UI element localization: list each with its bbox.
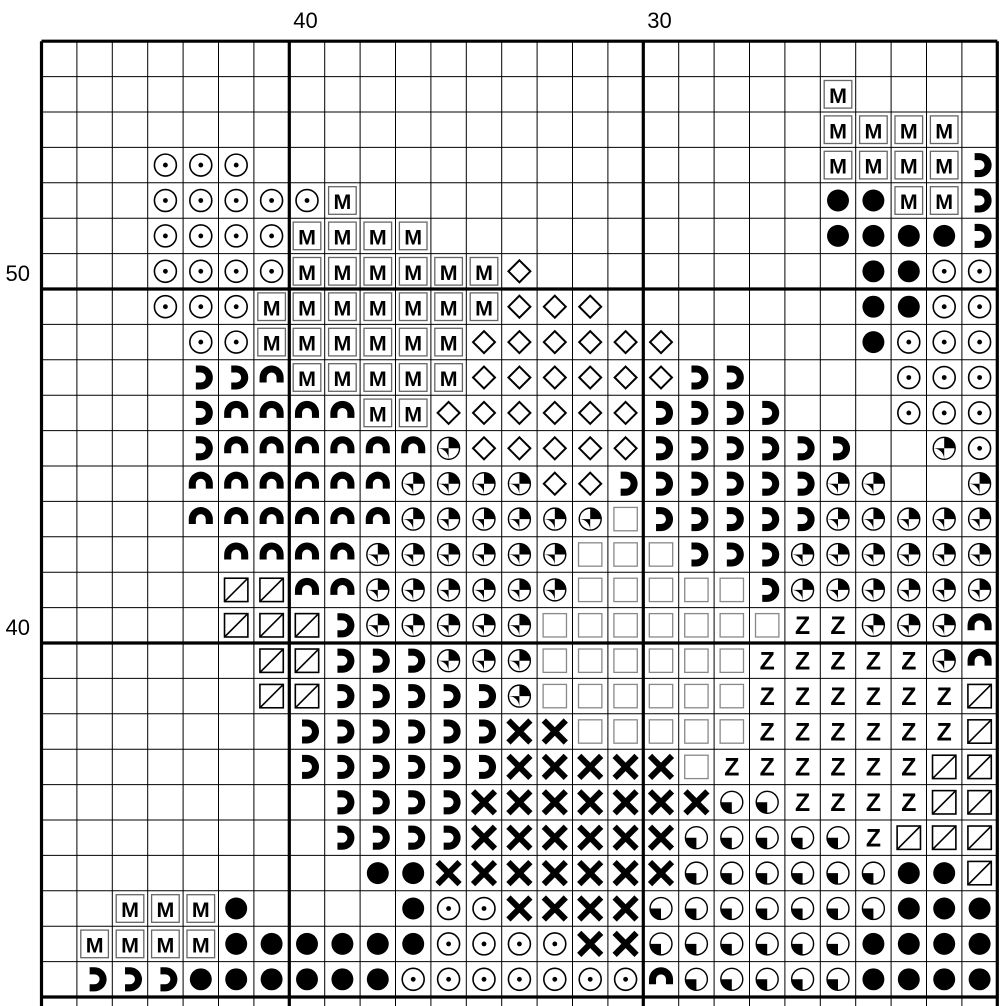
svg-text:30: 30 <box>647 8 671 33</box>
svg-text:Z: Z <box>866 790 881 817</box>
svg-text:M: M <box>900 190 918 214</box>
svg-text:Z: Z <box>830 613 845 640</box>
svg-text:M: M <box>156 933 174 957</box>
svg-text:M: M <box>829 119 847 143</box>
svg-text:Z: Z <box>760 755 775 782</box>
svg-text:Z: Z <box>830 719 845 746</box>
svg-text:M: M <box>440 296 458 320</box>
svg-text:Z: Z <box>830 648 845 675</box>
svg-text:Z: Z <box>795 719 810 746</box>
svg-text:M: M <box>121 933 139 957</box>
svg-text:M: M <box>333 296 351 320</box>
svg-text:Z: Z <box>795 790 810 817</box>
svg-text:M: M <box>935 190 953 214</box>
svg-text:M: M <box>475 296 493 320</box>
svg-text:Z: Z <box>760 648 775 675</box>
svg-text:Z: Z <box>937 684 952 711</box>
svg-text:M: M <box>900 119 918 143</box>
svg-text:Z: Z <box>901 684 916 711</box>
svg-text:Z: Z <box>866 648 881 675</box>
svg-text:M: M <box>333 190 351 214</box>
svg-text:40: 40 <box>6 615 30 640</box>
svg-text:Z: Z <box>760 684 775 711</box>
svg-text:M: M <box>440 261 458 285</box>
svg-text:M: M <box>369 261 387 285</box>
svg-text:Z: Z <box>901 719 916 746</box>
svg-text:M: M <box>404 402 422 426</box>
svg-text:Z: Z <box>795 684 810 711</box>
svg-text:M: M <box>404 261 422 285</box>
svg-text:M: M <box>333 332 351 356</box>
svg-text:Z: Z <box>724 755 739 782</box>
svg-text:Z: Z <box>830 755 845 782</box>
svg-text:M: M <box>829 155 847 179</box>
svg-text:M: M <box>369 332 387 356</box>
svg-text:M: M <box>298 261 316 285</box>
svg-text:Z: Z <box>866 825 881 852</box>
svg-text:M: M <box>298 332 316 356</box>
svg-text:M: M <box>369 296 387 320</box>
svg-text:M: M <box>829 84 847 108</box>
svg-text:Z: Z <box>901 648 916 675</box>
svg-text:M: M <box>369 402 387 426</box>
svg-text:M: M <box>333 261 351 285</box>
svg-text:M: M <box>440 367 458 391</box>
svg-text:M: M <box>404 296 422 320</box>
svg-text:M: M <box>864 119 882 143</box>
svg-text:M: M <box>404 332 422 356</box>
svg-text:M: M <box>369 367 387 391</box>
svg-text:M: M <box>156 898 174 922</box>
svg-text:M: M <box>192 898 210 922</box>
svg-text:M: M <box>298 225 316 249</box>
svg-text:Z: Z <box>901 755 916 782</box>
svg-text:M: M <box>333 367 351 391</box>
svg-text:M: M <box>404 225 422 249</box>
svg-text:M: M <box>263 296 281 320</box>
svg-text:Z: Z <box>866 755 881 782</box>
svg-text:Z: Z <box>866 684 881 711</box>
svg-text:Z: Z <box>901 790 916 817</box>
svg-text:Z: Z <box>830 790 845 817</box>
svg-text:Z: Z <box>795 613 810 640</box>
svg-text:Z: Z <box>830 684 845 711</box>
svg-text:M: M <box>263 332 281 356</box>
svg-text:Z: Z <box>795 755 810 782</box>
svg-text:M: M <box>935 155 953 179</box>
svg-text:Z: Z <box>795 648 810 675</box>
svg-text:M: M <box>298 367 316 391</box>
svg-text:M: M <box>369 225 387 249</box>
svg-text:M: M <box>121 898 139 922</box>
svg-text:M: M <box>86 933 104 957</box>
svg-text:M: M <box>935 119 953 143</box>
svg-text:Z: Z <box>866 719 881 746</box>
svg-text:Z: Z <box>937 719 952 746</box>
svg-text:M: M <box>333 225 351 249</box>
svg-text:50: 50 <box>6 261 30 286</box>
svg-text:M: M <box>440 332 458 356</box>
svg-text:M: M <box>192 933 210 957</box>
svg-text:M: M <box>864 155 882 179</box>
svg-text:40: 40 <box>293 8 317 33</box>
svg-text:M: M <box>404 367 422 391</box>
svg-text:M: M <box>475 261 493 285</box>
svg-text:Z: Z <box>760 719 775 746</box>
svg-text:M: M <box>900 155 918 179</box>
svg-text:M: M <box>298 296 316 320</box>
